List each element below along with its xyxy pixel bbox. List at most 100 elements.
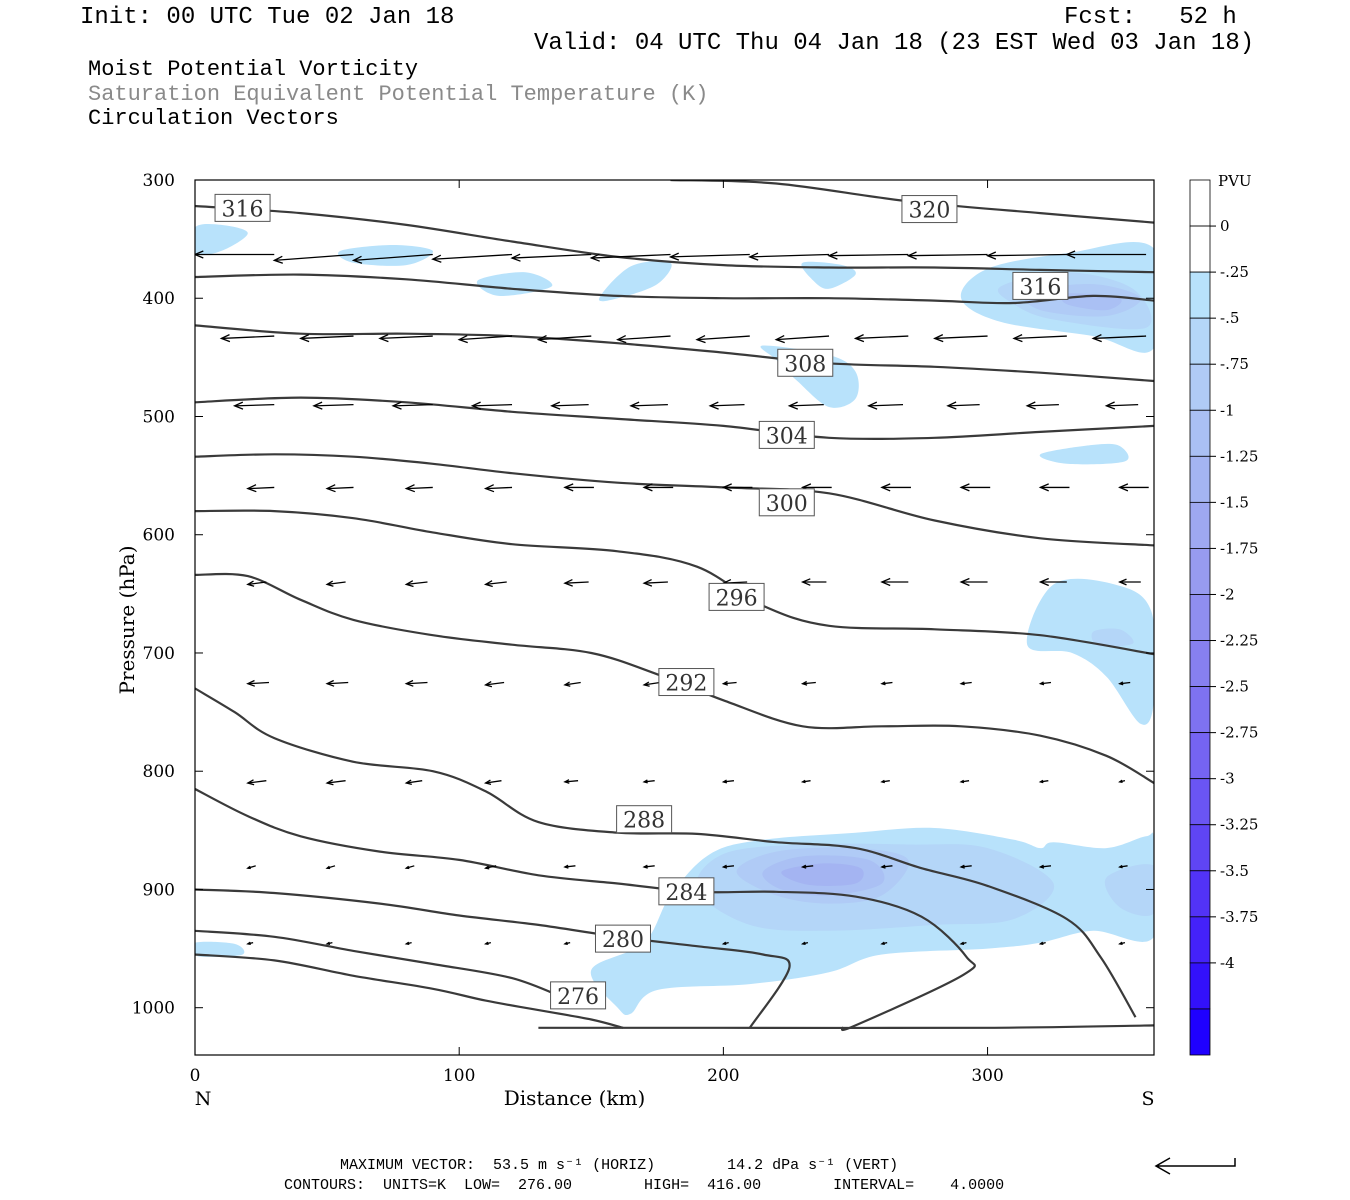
colorbar-swatch [1189, 640, 1211, 687]
circulation-vector [827, 251, 909, 260]
circulation-vector [563, 681, 581, 687]
contour-label-text: 304 [766, 424, 808, 449]
y-tick-label: 700 [143, 644, 175, 664]
vector-head [1091, 334, 1102, 343]
circulation-vector [246, 679, 270, 687]
circulation-vector [1118, 483, 1149, 492]
circulation-vector [483, 681, 505, 688]
vector-head [959, 779, 965, 784]
y-tick-label: 900 [143, 880, 175, 900]
title-vectors: Circulation Vectors [88, 106, 339, 131]
colorbar-label: -1.75 [1220, 539, 1258, 557]
vector-head [880, 864, 886, 869]
y-tick-label: 300 [143, 171, 175, 191]
circulation-vector [1118, 681, 1131, 686]
vector-shaft [644, 780, 655, 783]
vector-shaft [393, 404, 433, 407]
x-end-label-north: N [195, 1088, 212, 1110]
vector-head [404, 679, 414, 687]
title-mpv: Moist Potential Vorticity [88, 57, 419, 82]
circulation-vector [880, 864, 893, 869]
vector-head [563, 864, 569, 869]
vector-shaft [485, 486, 513, 490]
y-tick-label: 800 [143, 762, 175, 782]
y-tick-label: 500 [143, 407, 175, 427]
vector-shaft [247, 486, 275, 490]
circulation-vector [246, 779, 267, 786]
vector-head [483, 865, 490, 870]
colorbar-swatch [1189, 1008, 1211, 1056]
vector-head [1118, 864, 1123, 869]
colorbar-swatch [1189, 225, 1211, 273]
vector-head [880, 483, 891, 492]
circulation-vector [563, 941, 571, 946]
colorbar-label: -3 [1220, 770, 1235, 788]
contour-label: 280 [594, 924, 651, 953]
vector-head [721, 864, 728, 869]
contour-label-text: 284 [665, 881, 707, 906]
vector-head [616, 335, 627, 344]
vector-head [959, 941, 965, 946]
vector-head [695, 335, 706, 344]
vector-head [299, 334, 310, 343]
vector-shaft [300, 335, 354, 340]
vector-shaft [947, 404, 980, 407]
pv-region [476, 272, 553, 297]
circulation-vector [470, 401, 513, 410]
max-vector-note: MAXIMUM VECTOR: 53.5 m s⁻¹ (HORIZ) 14.2 … [340, 1157, 899, 1174]
circulation-vector [1118, 864, 1128, 869]
vector-head [457, 335, 468, 344]
circulation-vector [1104, 401, 1139, 410]
contour-label-box [658, 877, 715, 906]
vector-head [880, 577, 891, 587]
circulation-vector [721, 680, 737, 686]
vector-head [563, 941, 568, 946]
vector-shaft [379, 335, 433, 340]
circulation-vector [642, 779, 655, 784]
circulation-vector [325, 779, 346, 786]
circulation-vector [800, 578, 827, 586]
theta-contour [195, 396, 1154, 441]
vector-head [550, 401, 561, 410]
circulation-vector [325, 484, 354, 493]
vector-shaft [564, 681, 581, 686]
vector-shaft [274, 253, 354, 262]
contour-label-text: 320 [908, 199, 950, 224]
circulation-vector [880, 681, 893, 686]
circulation-vector [457, 335, 513, 344]
vector-head [959, 483, 970, 492]
contour-label: 292 [658, 668, 715, 697]
vector-shaft [564, 581, 589, 584]
circulation-vector [325, 580, 346, 587]
vector-head [1025, 401, 1036, 410]
circulation-vector [668, 252, 750, 261]
vector-shaft [696, 335, 750, 341]
circulation-vector [800, 779, 811, 784]
contour-label-text: 316 [1019, 275, 1061, 300]
colorbar-label: -1.5 [1220, 493, 1249, 511]
contour-label-box [1012, 271, 1069, 300]
vector-head [800, 864, 807, 869]
vector-head [642, 681, 650, 687]
vector-head [1118, 578, 1127, 586]
circulation-vector [933, 334, 988, 343]
circulation-vector [721, 941, 729, 946]
pv-region [195, 223, 248, 256]
vector-shaft [789, 404, 824, 407]
colorbar-swatch [1189, 455, 1211, 503]
vector-head [510, 253, 521, 262]
vector-shaft [644, 865, 655, 868]
circulation-vector [325, 679, 349, 687]
x-end-label-south: S [1141, 1088, 1154, 1110]
vector-shaft [406, 780, 423, 784]
vector-head [1038, 681, 1045, 686]
circulation-vector [959, 577, 988, 587]
pv-region [195, 941, 245, 957]
theta-contour [195, 509, 1154, 656]
vector-head [880, 779, 885, 784]
vector-head [642, 779, 648, 784]
pv-region [801, 261, 856, 289]
circulation-vector [563, 483, 594, 492]
colorbar-swatch [1189, 501, 1211, 549]
circulation-vector [1012, 334, 1067, 343]
